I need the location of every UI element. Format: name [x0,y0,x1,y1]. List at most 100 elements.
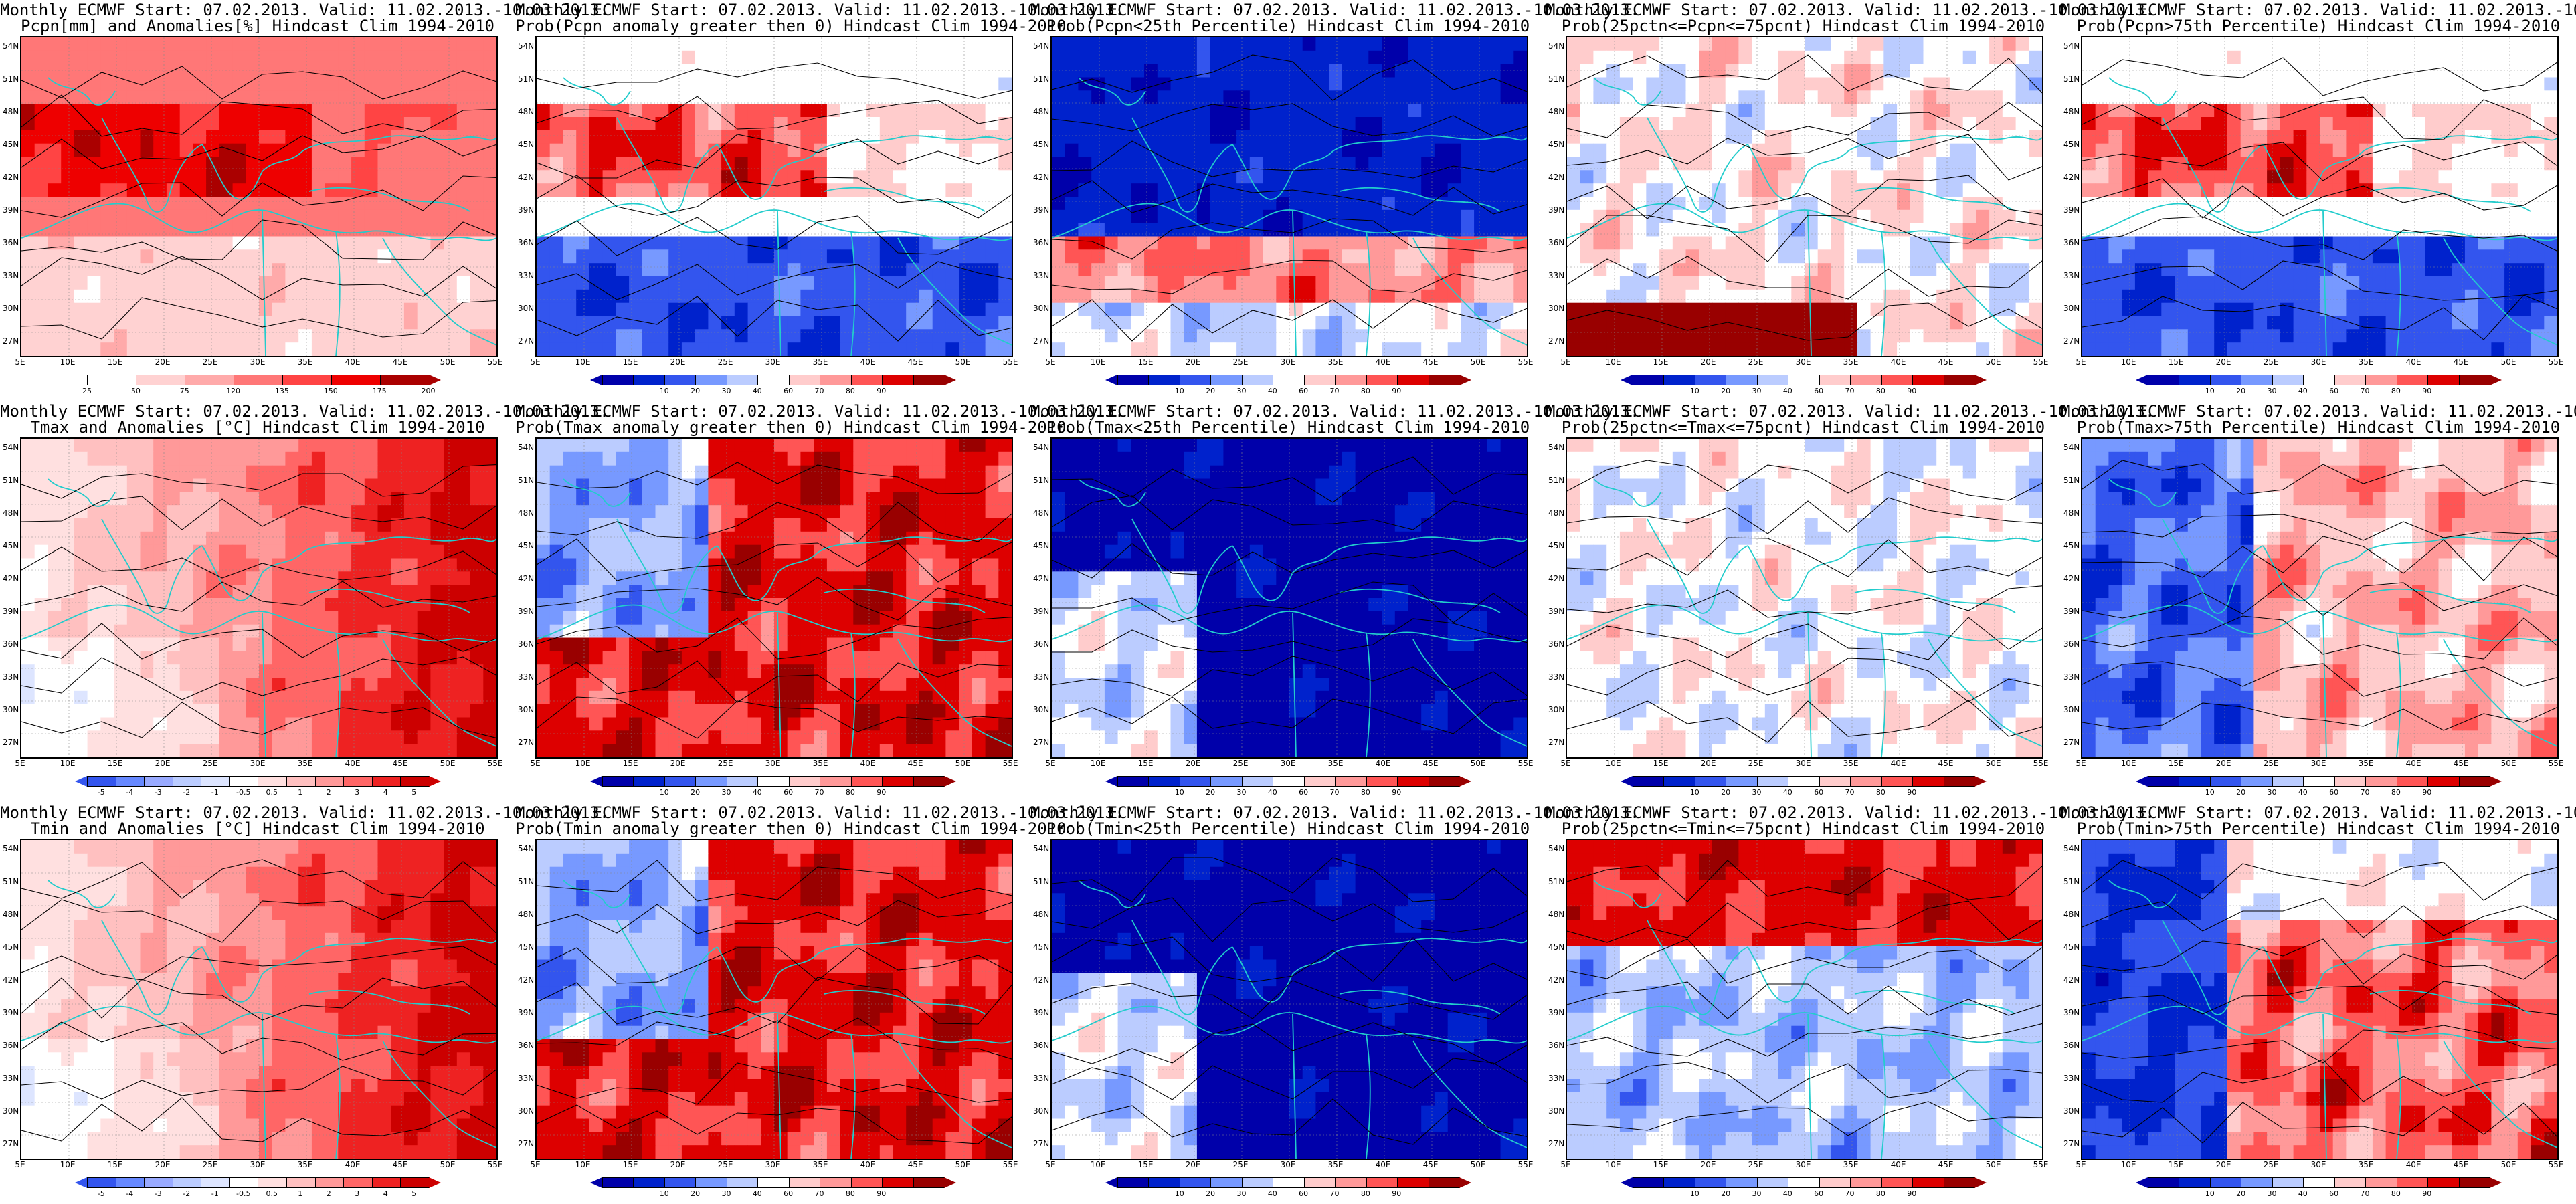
shaded-cell [840,143,854,158]
shaded-cell [193,64,207,78]
shaded-cell [61,77,75,91]
shaded-cell [364,302,379,317]
shaded-cell [1962,130,1976,144]
shaded-cell [2372,117,2387,131]
coastline [335,231,341,356]
shaded-cell [206,342,220,356]
coastline [2262,144,2364,200]
coastline [1807,211,1812,356]
shaded-cell [2029,342,2042,356]
shaded-cell [2187,329,2202,343]
shaded-cell [1976,263,1990,277]
shaded-cell [61,518,75,532]
shaded-cell [2095,183,2109,197]
shaded-cell [1725,104,1739,118]
shaded-cell [153,465,167,480]
shaded-cell [2320,249,2334,264]
shaded-cell [74,263,88,277]
shaded-cell [563,130,577,144]
shaded-cell [602,50,616,65]
lon-tick-label: 5E [530,357,541,367]
shaded-cell [391,505,405,519]
shaded-cell [403,143,418,158]
shaded-cell [1817,197,1831,211]
shaded-cell [2517,117,2532,131]
shaded-cell [2412,342,2426,356]
shaded-cell [1725,157,1739,171]
shaded-cell [1752,236,1766,250]
shaded-cell [34,249,48,264]
shaded-cell [2385,143,2399,158]
shaded-cell [1184,249,1198,264]
shaded-cell [456,249,471,264]
shaded-cell [311,37,326,52]
shaded-cell [2201,289,2215,304]
shaded-cell [1593,64,1607,78]
shaded-cell [325,263,339,277]
shaded-cell [787,223,801,237]
shaded-cell [2504,157,2518,171]
shaded-cell [1052,236,1066,250]
shaded-cell [403,505,418,519]
shaded-cell [87,289,101,304]
shaded-cell [1805,302,1819,317]
shaded-cell [417,77,431,91]
shaded-cell [2029,77,2042,91]
shaded-cell [2002,209,2017,224]
shaded-cell [1870,289,1884,304]
shaded-cell [48,329,62,343]
shaded-cell [1580,329,1594,343]
colorbar-swatch [603,375,634,385]
shaded-cell [1368,183,1382,197]
shaded-cell [2029,223,2042,237]
colorbar [2148,375,2490,385]
shaded-cell [734,263,749,277]
shaded-cell [1989,342,2003,356]
shaded-cell [1962,209,1976,224]
shaded-cell [166,183,181,197]
shaded-cell [1223,342,1237,356]
shaded-cell [972,223,986,237]
shaded-cell [616,143,630,158]
shaded-cell [708,170,722,184]
shaded-cell [602,143,616,158]
shaded-cell [1593,276,1607,290]
forecast-map [20,437,498,759]
shaded-cell [1104,64,1119,78]
shaded-cell [1923,329,1937,343]
shaded-cell [219,505,234,519]
shaded-cell [1355,183,1369,197]
shaded-cell [48,170,62,184]
shaded-cell [285,249,299,264]
shaded-cell [1196,90,1211,104]
shaded-cell [1091,316,1105,330]
shaded-cell [1817,276,1831,290]
shaded-cell [1276,50,1290,65]
shaded-cell [747,104,761,118]
shaded-cell [1052,143,1066,158]
shaded-cell [1646,50,1660,65]
shaded-cell [840,170,854,184]
shaded-cell [1065,157,1079,171]
shaded-cell [1936,289,1950,304]
shaded-cell [721,90,735,104]
shaded-cell [2332,329,2347,343]
lon-tick-label: 30E [1795,357,1811,367]
shaded-cell [2385,104,2399,118]
shaded-cell [153,439,167,453]
shaded-cell [377,492,391,506]
shaded-cell [325,302,339,317]
colorbar-labels: 10 20 30 40 60 70 80 90 [602,387,943,397]
shaded-cell [1210,104,1224,118]
shaded-cell [1382,236,1396,250]
shaded-cell [985,170,999,184]
shaded-cell [2332,50,2347,65]
shaded-cell [2240,329,2254,343]
shaded-cell [800,77,814,91]
shaded-cell [2122,289,2136,304]
shaded-cell [1434,183,1449,197]
shaded-cell [2491,104,2505,118]
shaded-cell [1249,276,1264,290]
shaded-cell [21,329,35,343]
shaded-cell [74,518,88,532]
